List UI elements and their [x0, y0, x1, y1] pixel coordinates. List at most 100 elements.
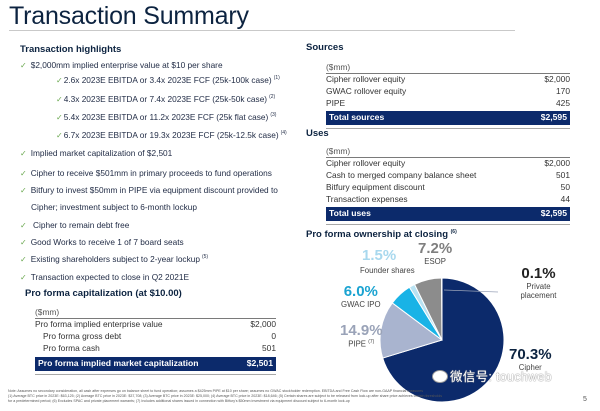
row-label: Pro forma gross debt	[43, 331, 122, 341]
ownership-heading-footnote: (6)	[450, 229, 457, 235]
check-icon: ✓	[20, 169, 27, 178]
footnote: Note: Assumes no secondary consideration…	[8, 389, 568, 404]
pie-label-gwac-ipo: 6.0% GWAC IPO	[341, 283, 381, 309]
row-value: 170	[556, 86, 570, 96]
row-label: PIPE	[326, 98, 346, 108]
table-row: Cash to merged company balance sheet 501	[326, 170, 570, 182]
unit-divider	[326, 73, 570, 74]
highlight-text: Implied market capitalization of $2,501	[30, 148, 173, 158]
highlight-item: ✓ Existing shareholders subject to 2-year…	[20, 254, 208, 264]
ownership-heading-text: Pro forma ownership at closing	[306, 229, 448, 241]
highlight-item: ✓ $2,000mm implied enterprise value at $1…	[20, 60, 223, 70]
table-row: GWAC rollover equity 170	[326, 86, 570, 98]
check-icon: ✓	[20, 186, 27, 195]
uses-table: ($mm) Cipher rollover equity $2,000 Cash…	[326, 146, 570, 226]
pie-label-name: Private placement	[520, 282, 557, 300]
pie-label-pct: 6.0%	[343, 283, 378, 300]
highlight-item: ✓5.4x 2023E EBITDA or 11.2x 2023E FCF (2…	[56, 112, 276, 122]
check-icon: ✓	[20, 149, 27, 158]
highlight-text: Cipher to receive $501mm in primary proc…	[30, 168, 272, 178]
row-value: 501	[556, 170, 570, 180]
footnote-line: (1) Average BTC price in 2023E: $63,125;…	[8, 394, 443, 398]
row-value: 425	[556, 98, 570, 108]
pie-label-founder-shares-name: Founder shares	[360, 266, 415, 275]
highlight-item: ✓6.7x 2023E EBITDA or 19.3x 2023E FCF (2…	[56, 130, 287, 140]
highlight-item: ✓ Implied market capitalization of $2,501	[20, 148, 172, 158]
pie-label-name: Cipher	[518, 363, 542, 372]
ownership-heading: Pro forma ownership at closing (6)	[306, 229, 457, 240]
uses-heading: Uses	[306, 128, 329, 139]
check-icon: ✓	[20, 221, 27, 230]
row-value: $2,000	[544, 74, 570, 84]
check-icon: ✓	[56, 76, 63, 85]
highlight-item: ✓ Cipher to remain debt free	[20, 220, 129, 230]
unit-divider	[35, 318, 276, 319]
row-value: 501	[262, 343, 276, 353]
watermark: 微信号: touchweb	[432, 366, 552, 385]
highlight-item: Cipher; investment subject to 6-month lo…	[31, 202, 197, 212]
table-bottom-rule	[326, 128, 570, 129]
row-value: $2,000	[544, 158, 570, 168]
table-row: Cipher rollover equity $2,000	[326, 158, 570, 170]
row-label: Pro forma cash	[43, 343, 100, 353]
highlight-text: Existing shareholders subject to 2-year …	[30, 254, 200, 264]
check-icon: ✓	[20, 255, 27, 264]
private-placement-leader-line	[443, 289, 499, 293]
total-label: Total uses	[329, 208, 371, 218]
footnote-line: Note: Assumes no secondary consideration…	[8, 389, 424, 393]
table-row: Transaction expenses 44	[326, 194, 570, 206]
highlight-text: Transaction expected to close in Q2 2021…	[30, 272, 190, 282]
unit-divider	[326, 157, 570, 158]
total-value: $2,595	[540, 208, 567, 218]
table-row: Pro forma gross debt 0	[35, 331, 276, 343]
highlight-footnote: (2)	[269, 94, 276, 101]
table-row: PIPE 425	[326, 98, 570, 110]
check-icon: ✓	[56, 113, 63, 122]
row-value: 50	[560, 182, 570, 192]
table-row: Pro forma implied enterprise value $2,00…	[35, 319, 276, 331]
highlight-footnote: (3)	[270, 112, 277, 119]
total-value: $2,595	[540, 112, 567, 122]
total-row: Total sources $2,595	[326, 111, 570, 125]
table-bottom-rule	[326, 224, 570, 225]
highlight-text: 2.6x 2023E EBITDA or 3.4x 2023E FCF (25k…	[63, 75, 272, 85]
highlight-text: Cipher; investment subject to 6-month lo…	[31, 202, 198, 212]
highlight-item: ✓ Cipher to receive $501mm in primary pro…	[20, 168, 272, 178]
highlight-item: ✓2.6x 2023E EBITDA or 3.4x 2023E FCF (25…	[56, 75, 280, 85]
check-icon: ✓	[56, 131, 63, 140]
row-value: 44	[560, 194, 570, 204]
total-row: Total uses $2,595	[326, 207, 570, 221]
pie-label-founder-shares: 1.5%	[362, 247, 396, 264]
pie-slice-pipe	[379, 302, 444, 359]
highlight-text: 6.7x 2023E EBITDA or 19.3x 2023E FCF (25…	[63, 130, 279, 140]
pie-label-pct: 7.2%	[418, 240, 453, 257]
check-icon: ✓	[56, 95, 63, 104]
highlight-item: ✓ Bitfury to invest $50mm in PIPE via equ…	[20, 185, 278, 195]
row-label: Cash to merged company balance sheet	[326, 170, 477, 180]
row-label: GWAC rollover equity	[326, 86, 407, 96]
sources-unit: ($mm)	[326, 62, 351, 72]
highlight-text: Bitfury to invest $50mm in PIPE via equi…	[30, 185, 278, 195]
pie-label-cipher: 70.3% Cipher	[509, 346, 552, 372]
capitalization-unit: ($mm)	[35, 307, 60, 317]
highlight-text: Cipher to remain debt free	[30, 220, 130, 230]
title-divider	[9, 30, 515, 31]
pie-label-name: Founder shares	[360, 266, 415, 275]
highlight-footnote: (5)	[201, 254, 209, 261]
highlight-text: 4.3x 2023E EBITDA or 7.4x 2023E FCF (25k…	[63, 94, 268, 104]
table-bottom-rule	[35, 374, 276, 375]
table-row: Cipher rollover equity $2,000	[326, 74, 570, 86]
row-label: Cipher rollover equity	[326, 158, 406, 168]
pie-label-esop: 7.2% ESOP	[418, 240, 452, 266]
total-row: Pro forma implied market capitalization …	[35, 357, 276, 371]
highlights-heading: Transaction highlights	[20, 44, 122, 55]
highlight-item: ✓4.3x 2023E EBITDA or 7.4x 2023E FCF (25…	[56, 94, 275, 104]
watermark-text: 微信号: touchweb	[450, 370, 552, 384]
sources-heading: Sources	[306, 42, 344, 53]
wechat-icon	[432, 370, 448, 383]
pie-label-name: GWAC IPO	[341, 300, 381, 309]
table-row: Pro forma cash 501	[35, 343, 276, 355]
table-row: Bitfury equipment discount 50	[326, 182, 570, 194]
highlight-item: ✓ Transaction expected to close in Q2 202…	[20, 272, 189, 282]
